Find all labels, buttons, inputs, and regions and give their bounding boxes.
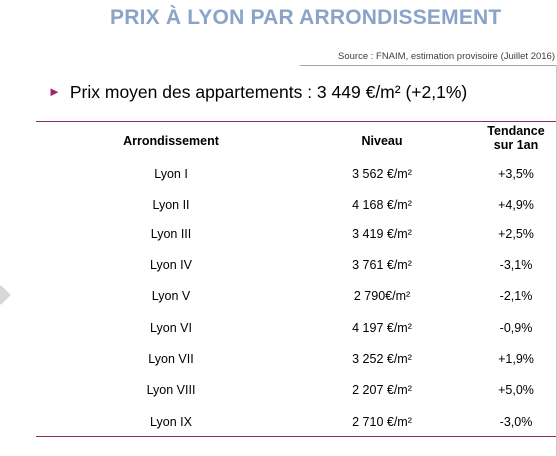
- cell-arrondissement: Lyon I: [154, 167, 188, 181]
- table-row: Lyon II 4 168 €/m² +4,9%: [36, 196, 556, 216]
- cell-arrondissement: Lyon II: [152, 198, 190, 212]
- cell-arrondissement: Lyon VIII: [146, 383, 196, 397]
- cell-arrondissement: Lyon IV: [150, 258, 192, 272]
- cell-niveau: 3 252 €/m²: [352, 352, 412, 366]
- summary-text: Prix moyen des appartements : 3 449 €/m²…: [69, 82, 468, 102]
- triangle-bullet-icon: ►: [48, 84, 61, 99]
- cell-niveau: 2 790€/m²: [353, 289, 411, 303]
- table-row: Lyon IX 2 710 €/m² -3,0%: [36, 413, 556, 433]
- cell-tendance: +2,5%: [498, 227, 534, 241]
- decorative-diamond-icon: [0, 285, 11, 305]
- cell-tendance: +4,9%: [498, 198, 534, 212]
- header-niveau: Niveau: [361, 134, 403, 148]
- cell-tendance: -3,1%: [499, 258, 533, 272]
- cell-arrondissement: Lyon IX: [150, 415, 192, 429]
- table-row: Lyon VII 3 252 €/m² +1,9%: [36, 350, 556, 370]
- cell-tendance: -2,1%: [499, 289, 533, 303]
- cell-tendance: +3,5%: [498, 167, 534, 181]
- table-row: Lyon III 3 419 €/m² +2,5%: [36, 225, 556, 245]
- cell-niveau: 4 168 €/m²: [352, 198, 412, 212]
- header-arrondissement: Arrondissement: [123, 134, 219, 148]
- cell-tendance: -3,0%: [499, 415, 533, 429]
- price-table: Arrondissement Niveau Tendance sur 1an L…: [36, 121, 556, 437]
- average-price-summary: ► Prix moyen des appartements : 3 449 €/…: [48, 82, 467, 103]
- page-title: PRIX À LYON PAR ARRONDISSEMENT: [110, 6, 502, 29]
- cell-arrondissement: Lyon VI: [150, 321, 192, 335]
- cell-tendance: +5,0%: [498, 383, 534, 397]
- cell-niveau: 3 419 €/m²: [352, 227, 412, 241]
- cell-niveau: 3 761 €/m²: [352, 258, 412, 272]
- cell-tendance: -0,9%: [499, 321, 533, 335]
- cell-arrondissement: Lyon V: [151, 289, 191, 303]
- table-row: Lyon VIII 2 207 €/m² +5,0%: [36, 381, 556, 401]
- cell-niveau: 4 197 €/m²: [352, 321, 412, 335]
- header-tendance: Tendance sur 1an: [487, 124, 545, 152]
- table-row: Lyon V 2 790€/m² -2,1%: [36, 287, 556, 307]
- cell-tendance: +1,9%: [498, 352, 534, 366]
- source-note: Source : FNAIM, estimation provisoire (J…: [338, 51, 555, 62]
- table-row: Lyon VI 4 197 €/m² -0,9%: [36, 319, 556, 339]
- cell-arrondissement: Lyon VII: [148, 352, 194, 366]
- cell-arrondissement: Lyon III: [150, 227, 192, 241]
- table-row: Lyon IV 3 761 €/m² -3,1%: [36, 256, 556, 276]
- cell-niveau: 3 562 €/m²: [352, 167, 412, 181]
- cell-niveau: 2 207 €/m²: [352, 383, 412, 397]
- table-row: Lyon I 3 562 €/m² +3,5%: [36, 165, 556, 185]
- cell-niveau: 2 710 €/m²: [352, 415, 412, 429]
- header-divider: [300, 65, 557, 66]
